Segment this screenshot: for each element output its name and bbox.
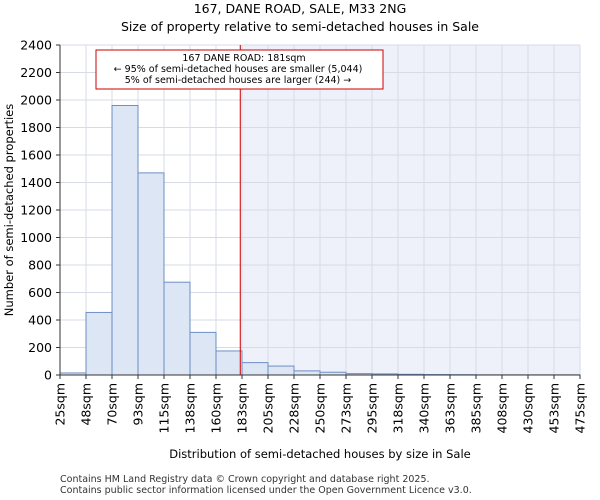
- x-tick-label: 138sqm: [183, 383, 198, 433]
- y-tick-label: 200: [28, 340, 52, 355]
- y-tick-label: 0: [44, 368, 52, 383]
- x-tick-label: 408sqm: [495, 383, 510, 433]
- annotation-line-2: ← 95% of semi-detached houses are smalle…: [114, 64, 363, 75]
- x-tick-label: 93sqm: [131, 383, 146, 426]
- bar-115sqm: [163, 281, 191, 376]
- x-tick-label: 430sqm: [521, 383, 536, 433]
- x-tick-label: 228sqm: [287, 383, 302, 433]
- y-tick-label: 1800: [20, 120, 52, 135]
- x-tick-label: 70sqm: [105, 383, 120, 426]
- bar-138sqm: [189, 331, 217, 376]
- x-tick-labels: 25sqm 48sqm 70sqm 93sqm 115sqm 138sqm 160sqm 18…: [53, 375, 588, 433]
- x-tick-label: 363sqm: [443, 383, 458, 433]
- footer-line-2: Contains public sector information licen…: [60, 485, 472, 496]
- x-tick-label: 295sqm: [365, 383, 380, 433]
- chart-subtitle: Size of property relative to semi-detach…: [121, 19, 479, 34]
- x-tick-label: 25sqm: [53, 383, 68, 426]
- y-tick-label: 2000: [20, 93, 52, 108]
- y-tick-label: 1200: [20, 203, 52, 218]
- y-tick-label: 1600: [20, 148, 52, 163]
- annotation-box: 167 DANE ROAD: 181sqm ← 95% of semi-deta…: [95, 49, 384, 90]
- x-tick-label: 273sqm: [339, 383, 354, 433]
- x-tick-label: 160sqm: [209, 383, 224, 433]
- bar-70sqm: [111, 105, 139, 376]
- x-tick-label: 453sqm: [547, 383, 562, 433]
- y-tick-label: 1000: [20, 230, 52, 245]
- bar-93sqm: [137, 172, 165, 376]
- bar-228sqm: [293, 370, 321, 376]
- x-tick-label: 115sqm: [157, 383, 172, 433]
- bar-48sqm: [85, 311, 113, 376]
- x-tick-label: 183sqm: [235, 383, 250, 433]
- x-tick-label: 340sqm: [417, 383, 432, 433]
- bars: [59, 105, 581, 376]
- annotation-line-1: 167 DANE ROAD: 181sqm: [182, 53, 305, 64]
- y-tick-label: 800: [28, 258, 52, 273]
- bar-205sqm: [267, 365, 295, 376]
- y-tick-label: 2400: [20, 38, 52, 53]
- annotation-frame: [95, 49, 384, 90]
- y-tick-labels: 0 200 400 600 800 1000 1200 1400 1600 1800 2000 220…: [20, 38, 60, 383]
- annotation-line-3: 5% of semi-detached houses are larger (2…: [125, 75, 352, 86]
- x-tick-label: 250sqm: [313, 383, 328, 433]
- y-tick-label: 600: [28, 285, 52, 300]
- x-tick-label: 48sqm: [79, 383, 94, 426]
- y-axis-label: Number of semi-detached properties: [2, 104, 16, 316]
- footer-line-1: Contains HM Land Registry data © Crown c…: [60, 474, 430, 485]
- x-tick-label: 205sqm: [261, 383, 276, 433]
- x-tick-label: 475sqm: [573, 383, 588, 433]
- bar-183sqm: [241, 362, 269, 376]
- x-tick-label: 318sqm: [391, 383, 406, 433]
- y-tick-label: 1400: [20, 175, 52, 190]
- x-tick-label: 385sqm: [469, 383, 484, 433]
- y-tick-label: 400: [28, 313, 52, 328]
- chart-title: 167, DANE ROAD, SALE, M33 2NG: [194, 1, 407, 16]
- bar-160sqm: [215, 350, 243, 376]
- x-axis-label: Distribution of semi-detached houses by …: [169, 447, 470, 461]
- y-tick-label: 2200: [20, 65, 52, 80]
